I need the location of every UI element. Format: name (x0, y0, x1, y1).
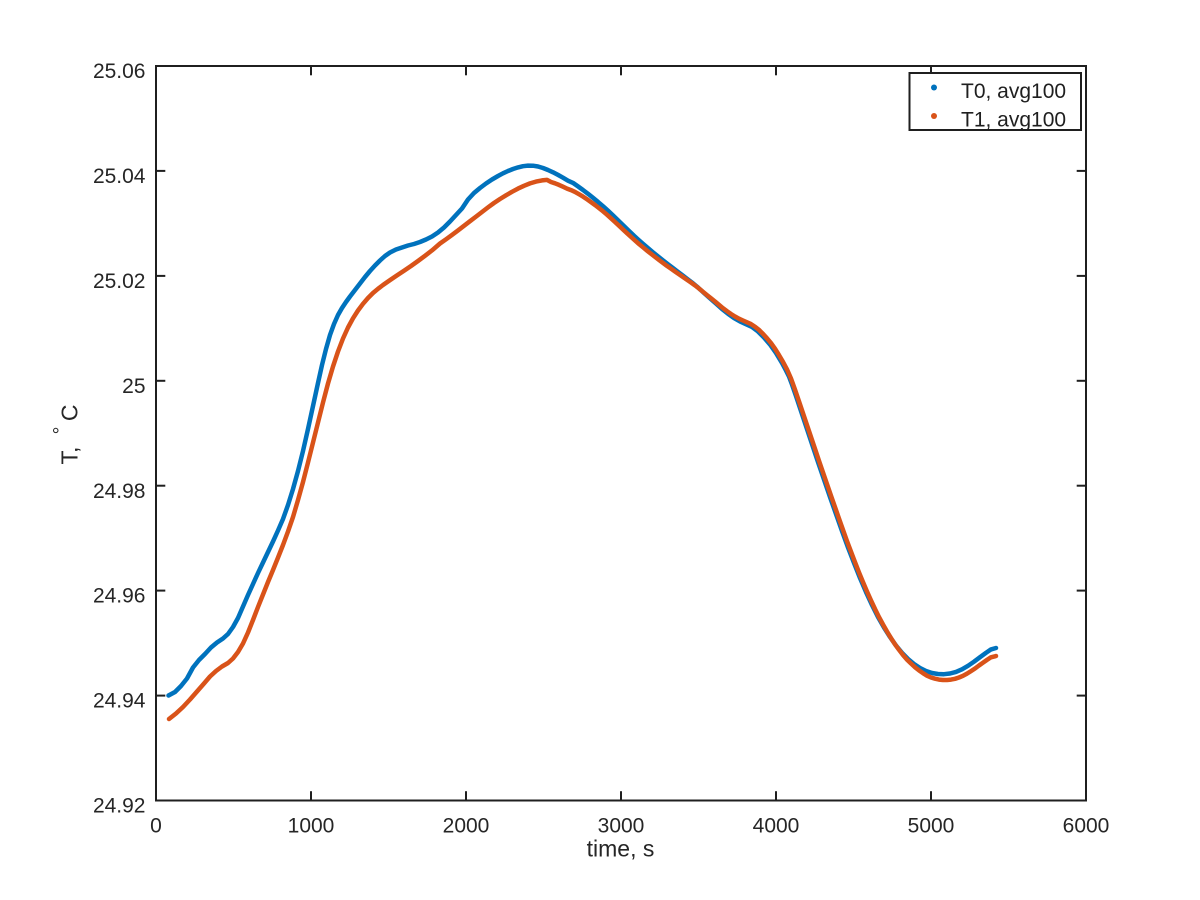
svg-text:T0, avg100: T0, avg100 (961, 80, 1066, 103)
svg-text:24.94: 24.94 (93, 690, 146, 713)
svg-text:25: 25 (122, 375, 145, 398)
svg-text:4000: 4000 (753, 815, 800, 838)
svg-text:1000: 1000 (288, 815, 335, 838)
svg-text:0: 0 (150, 815, 162, 838)
svg-text:6000: 6000 (1063, 815, 1110, 838)
svg-text:5000: 5000 (908, 815, 955, 838)
svg-text:3000: 3000 (598, 815, 645, 838)
svg-text:time, s: time, s (587, 836, 655, 862)
svg-text:25.06: 25.06 (93, 60, 146, 83)
svg-text:25.04: 25.04 (93, 165, 146, 188)
svg-text:24.98: 24.98 (93, 480, 146, 503)
svg-text:T1, avg100: T1, avg100 (961, 109, 1066, 132)
svg-text:24.92: 24.92 (93, 795, 146, 818)
svg-text:25.02: 25.02 (93, 270, 146, 293)
svg-text:2000: 2000 (443, 815, 490, 838)
svg-text:24.96: 24.96 (93, 585, 146, 608)
